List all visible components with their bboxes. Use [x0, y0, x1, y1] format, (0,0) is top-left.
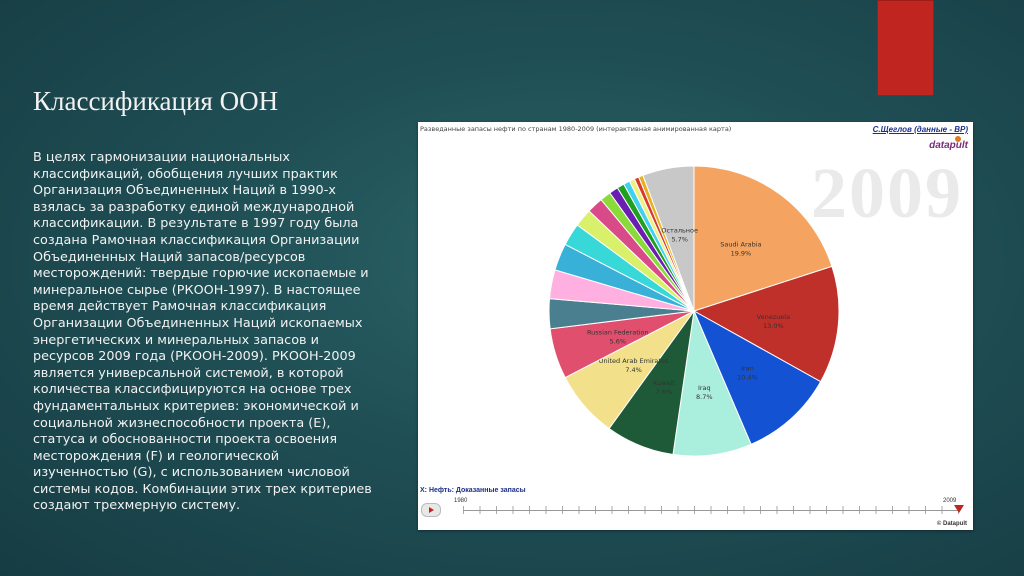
- pie-value-label-20: 5.7%: [671, 236, 688, 244]
- pie-label-3: Iraq: [698, 384, 711, 392]
- pie-label-2: Iran: [741, 364, 754, 372]
- pie-value-label-5: 7.4%: [625, 366, 642, 374]
- slider-end-label: 2009: [943, 498, 957, 504]
- pie-slice-20[interactable]: [642, 165, 695, 312]
- pie-slice-0[interactable]: [693, 165, 833, 312]
- slider-start-label: 1980: [454, 498, 468, 504]
- axis-label: X: Нефть: Доказанные запасы: [420, 487, 526, 494]
- copyright: © Datapult: [936, 521, 967, 527]
- pie-label-4: Kuwait: [653, 379, 675, 387]
- author-link[interactable]: С.Щеглов (данные - BP): [872, 125, 968, 134]
- pie-value-label-4: 7.6%: [656, 388, 673, 396]
- pie-label-20: Остальное: [661, 227, 698, 235]
- pie-value-label-2: 10.4%: [737, 373, 758, 381]
- play-icon[interactable]: [421, 503, 441, 517]
- pie-label-6: Russian Federation: [587, 329, 649, 337]
- accent-bar: [877, 0, 934, 96]
- pie-slice-1[interactable]: [692, 265, 840, 383]
- datapult-logo: datapult: [929, 140, 968, 151]
- pie-value-label-0: 19.9%: [731, 250, 752, 258]
- pie-label-5: United Arab Emirates: [599, 357, 669, 365]
- slide-title: Классификация ООН: [33, 86, 279, 116]
- pie-value-label-3: 8.7%: [696, 393, 713, 401]
- pie-slice-2[interactable]: [692, 309, 822, 445]
- pie-label-0: Saudi Arabia: [720, 241, 761, 249]
- pie-label-1: Venezuela: [757, 313, 790, 321]
- chart-embed-panel: Разведанные запасы нефти по странам 1980…: [418, 122, 973, 530]
- slide-body-text: В целях гармонизации национальных класси…: [33, 150, 372, 514]
- pie-value-label-1: 13.0%: [763, 322, 784, 330]
- year-watermark: 2009: [811, 153, 963, 233]
- embed-header: Разведанные запасы нефти по странам 1980…: [420, 125, 732, 133]
- year-slider[interactable]: [463, 510, 960, 511]
- pie-value-label-6: 5.6%: [610, 338, 627, 346]
- slider-handle[interactable]: [954, 505, 964, 513]
- logo-dot-icon: [955, 136, 961, 142]
